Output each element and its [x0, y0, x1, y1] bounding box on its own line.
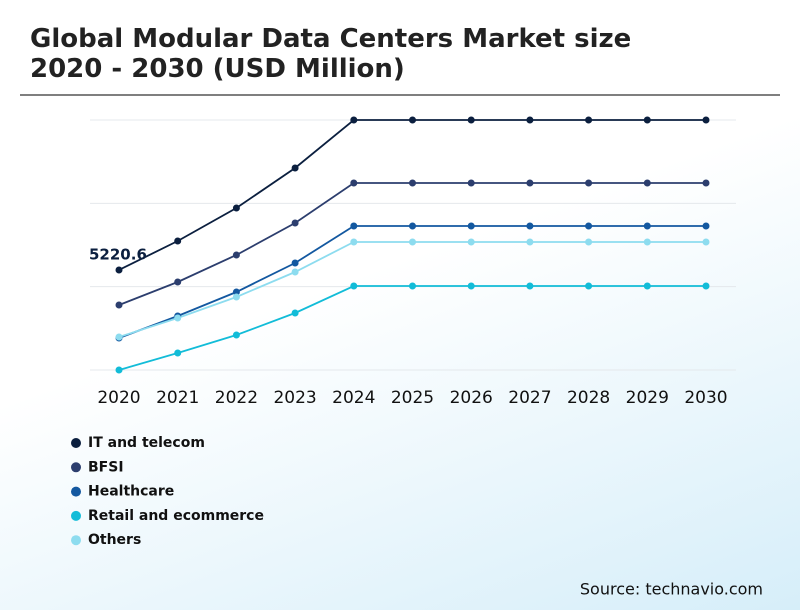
x-tick-label: 2024 — [332, 388, 375, 408]
point — [467, 116, 475, 124]
point — [467, 282, 475, 290]
point — [643, 116, 651, 124]
point — [702, 179, 710, 187]
point — [409, 222, 416, 230]
point — [526, 222, 534, 230]
point — [115, 333, 123, 341]
point — [291, 219, 299, 227]
x-tick-label: 2028 — [567, 388, 610, 408]
point — [643, 179, 651, 187]
legend-label: Others — [88, 532, 141, 548]
legend-marker — [71, 486, 81, 497]
point — [467, 238, 475, 246]
source: Source: technavio.com — [580, 580, 763, 599]
point — [467, 222, 475, 230]
point — [409, 282, 416, 290]
x-tick-label: 2025 — [391, 388, 434, 408]
point — [585, 282, 593, 290]
point — [585, 222, 593, 230]
point — [174, 349, 182, 357]
point — [467, 179, 475, 187]
x-tick-label: 2027 — [508, 388, 551, 408]
x-tick-label: 2020 — [97, 388, 140, 408]
legend-label: Retail and ecommerce — [88, 508, 264, 524]
point — [585, 116, 593, 124]
point — [702, 116, 710, 124]
point — [526, 282, 534, 290]
legend-marker — [71, 438, 81, 448]
point — [409, 116, 416, 124]
point — [526, 238, 534, 246]
point — [643, 238, 651, 246]
point — [232, 204, 240, 212]
point — [291, 259, 299, 267]
x-tick-label: 2023 — [273, 388, 316, 408]
x-tick-label: 2022 — [215, 388, 258, 408]
point — [702, 238, 710, 246]
point — [702, 222, 710, 230]
x-tick-label: 2021 — [156, 388, 199, 408]
point — [174, 237, 182, 245]
point — [232, 331, 240, 339]
point — [409, 179, 416, 187]
point — [585, 179, 593, 187]
point — [702, 282, 710, 290]
point — [526, 116, 534, 124]
data-label: 5220.6 — [89, 245, 147, 263]
point — [291, 309, 299, 317]
x-tick-label: 2030 — [684, 388, 727, 408]
series-line — [118, 285, 706, 371]
point — [409, 238, 416, 246]
legend-label: Healthcare — [88, 484, 174, 500]
point — [115, 301, 123, 309]
point — [350, 222, 358, 230]
point — [115, 366, 123, 374]
chart-title: Global Modular Data Centers Market size … — [30, 24, 632, 84]
series-line — [118, 119, 706, 271]
legend-marker — [71, 535, 81, 546]
point — [291, 268, 299, 276]
point — [115, 266, 123, 274]
x-tick-label: 2026 — [450, 388, 493, 408]
legend-marker — [71, 510, 81, 521]
point — [643, 222, 651, 230]
point — [232, 293, 240, 301]
point — [232, 288, 240, 296]
point — [232, 251, 240, 259]
point — [350, 282, 358, 290]
point — [585, 238, 593, 246]
point — [350, 116, 358, 124]
legend-marker — [71, 462, 81, 473]
legend-label: IT and telecom — [88, 435, 205, 451]
point — [174, 314, 182, 322]
x-tick-label: 2029 — [626, 388, 669, 408]
legend-label: BFSI — [88, 459, 124, 475]
point — [350, 238, 358, 246]
point — [291, 164, 299, 172]
point — [643, 282, 651, 290]
point — [174, 278, 182, 286]
point — [526, 179, 534, 187]
point — [350, 179, 358, 187]
